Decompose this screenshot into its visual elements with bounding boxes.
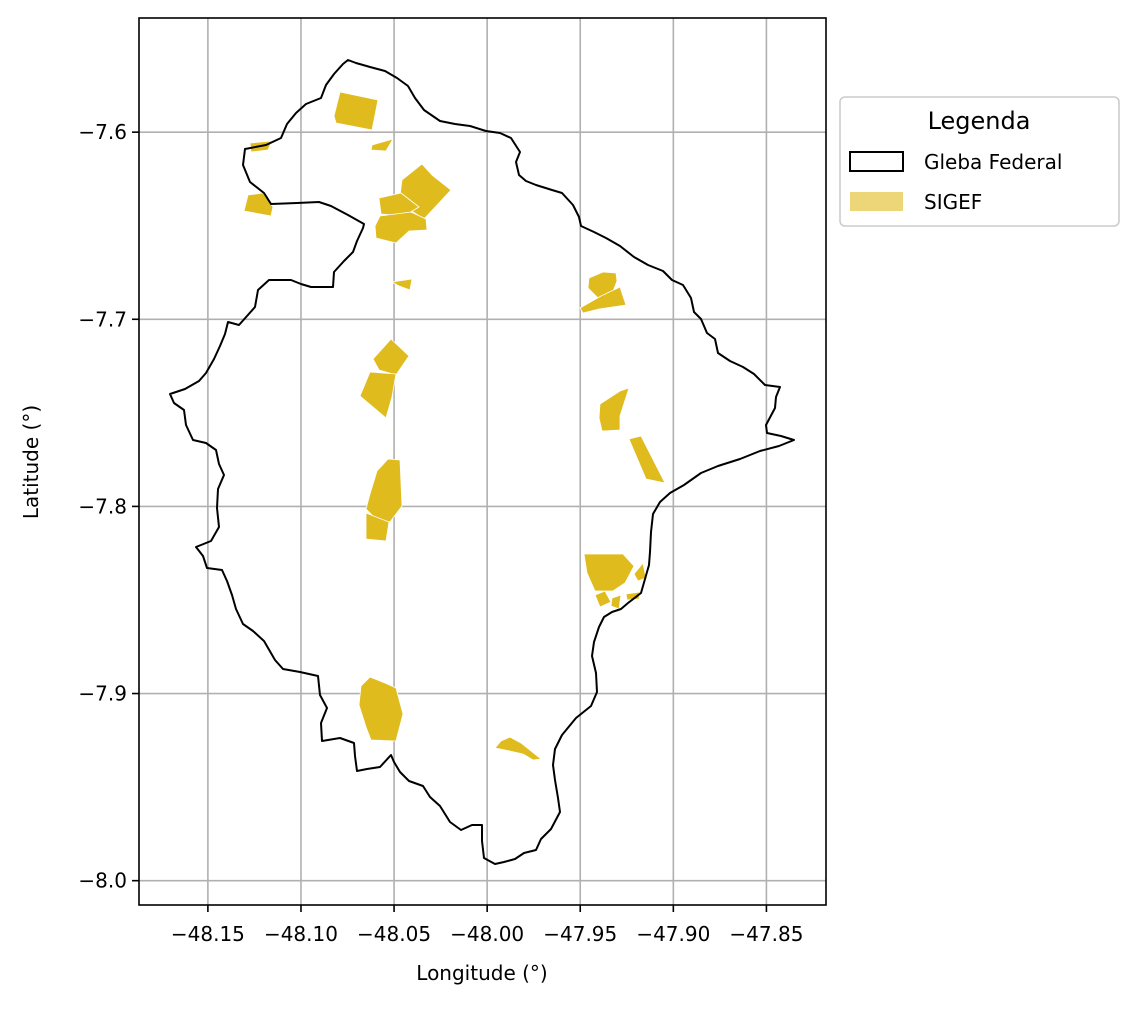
x-tick-label: −47.90 [636,922,710,946]
sigef-parcel [333,91,379,131]
x-axis-label: Longitude (°) [416,961,547,985]
axes-frame [138,17,827,906]
sigef-parcel [365,512,390,542]
sigef-parcel [358,676,404,742]
sigef-parcel [579,286,627,314]
sigef-parcel [372,338,410,376]
legend-label-gleba-federal: Gleba Federal [924,150,1062,174]
sigef-layer [243,91,666,761]
y-tick-label: −7.6 [78,120,127,144]
sigef-parcel [594,590,612,608]
y-tick-label: −7.9 [78,682,127,706]
sigef-parcel [391,278,413,291]
x-tick-label: −47.85 [729,922,803,946]
sigef-parcel [494,736,542,761]
sigef-parcel [583,553,635,592]
sigef-parcel [628,435,666,484]
sigef-parcel [625,591,641,601]
x-tick-label: −47.95 [543,922,617,946]
sigef-parcel [243,192,274,217]
y-axis-label: Latitude (°) [19,405,43,519]
gleba-federal-boundary [169,59,795,865]
axis-ticks: −48.15 −48.10 −48.05 −48.00 −47.95 −47.90 −47.… [78,120,803,946]
sigef-parcel [378,192,420,217]
x-tick-label: −48.15 [171,922,245,946]
y-tick-label: −7.8 [78,494,127,518]
sigef-parcel [370,138,394,152]
legend: Legenda Gleba Federal SIGEF [839,96,1120,227]
grid-lines [139,18,826,905]
plot-area [139,18,826,905]
x-tick-label: −48.00 [450,922,524,946]
legend-box [839,96,1120,227]
y-tick-label: −8.0 [78,869,127,893]
sigef-parcel [374,211,428,244]
legend-title: Legenda [928,107,1031,135]
x-tick-label: −48.10 [264,922,338,946]
sigef-parcel [359,371,397,419]
x-tick-label: −48.05 [357,922,431,946]
sigef-parcel [365,458,403,523]
legend-label-sigef: SIGEF [924,190,982,214]
sigef-parcel [598,387,630,432]
legend-swatch-sigef [850,192,903,211]
legend-swatch-gleba-federal [849,151,904,172]
y-tick-label: −7.7 [78,307,127,331]
